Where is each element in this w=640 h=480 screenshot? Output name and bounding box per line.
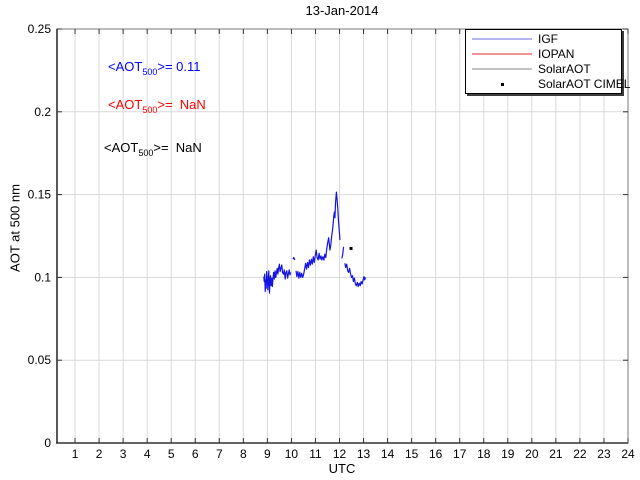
annotation-text: <AOT [104,140,139,155]
svg-text:19: 19 [501,447,515,461]
annotation-subscript: 500 [142,67,158,77]
svg-text:6: 6 [192,447,199,461]
legend-label: SolarAOT [538,62,591,77]
svg-text:0.2: 0.2 [34,105,51,119]
svg-text:8: 8 [240,447,247,461]
legend-item-solaraot-cimel: SolarAOT CIMEL [466,77,630,92]
annotation-value: >= NaN [153,140,202,155]
x-axis-label: UTC [328,461,356,476]
svg-text:15: 15 [405,447,419,461]
annotation-igf-mean: <AOT500>= 0.11 [108,59,201,77]
line-swatch-icon [472,68,532,71]
legend-item-iopan: IOPAN [466,46,621,61]
grid-lines [57,29,628,443]
legend-label: SolarAOT CIMEL [538,77,631,92]
svg-text:10: 10 [285,447,299,461]
annotation-iopan-mean: <AOT500>= NaN [108,97,206,115]
svg-text:20: 20 [525,447,539,461]
cimel-dot-marker-icon [466,82,538,86]
svg-text:4: 4 [144,447,151,461]
svg-text:7: 7 [216,447,223,461]
svg-text:2: 2 [96,447,103,461]
dot-swatch-icon [500,82,504,86]
annotation-subscript: 500 [142,105,158,115]
legend-item-solaraot: SolarAOT [466,62,621,77]
line-swatch-icon [472,52,532,55]
y-axis-label: AOT at 500 nm [7,184,23,272]
svg-text:5: 5 [168,447,175,461]
plot-frame [56,28,629,444]
svg-text:0: 0 [44,436,51,450]
svg-text:18: 18 [477,447,491,461]
annotation-text: <AOT [108,97,143,112]
annotation-subscript: 500 [138,148,154,158]
svg-text:21: 21 [549,447,563,461]
legend-item-igf: IGF [466,31,621,46]
svg-text:0.1: 0.1 [34,270,51,284]
svg-text:12: 12 [333,447,347,461]
annotation-value: >= NaN [157,97,206,112]
svg-text:22: 22 [573,447,587,461]
legend-label: IOPAN [538,46,575,61]
svg-text:17: 17 [453,447,467,461]
svg-text:14: 14 [381,447,395,461]
chart-title: 13-Jan-2014 [305,3,379,18]
svg-text:9: 9 [264,447,271,461]
line-swatch-icon [472,37,532,40]
svg-text:3: 3 [120,447,127,461]
svg-text:1: 1 [72,447,79,461]
svg-text:16: 16 [429,447,443,461]
svg-text:0.05: 0.05 [28,353,52,367]
igf-line-sample [466,37,538,40]
iopan-line-sample [466,52,538,55]
series-igf [263,191,367,294]
x-tick-labels: 1 2 3 4 5 6 7 8 9 10 11 12 13 14 15 16 17 18 19 20 21 22 23 24 [72,447,635,461]
series-solaraot-cimel [349,246,353,250]
svg-text:24: 24 [621,447,635,461]
legend: IGF IOPAN SolarAOT SolarAOT CIMEL [465,29,630,94]
annotation-value: >= 0.11 [157,59,201,74]
svg-text:0.15: 0.15 [28,188,52,202]
svg-text:0.25: 0.25 [28,22,52,36]
svg-text:11: 11 [309,447,322,461]
legend-label: IGF [538,31,558,46]
svg-text:13: 13 [357,447,371,461]
svg-text:23: 23 [597,447,611,461]
annotation-text: <AOT [108,59,143,74]
annotation-solaraot-mean: <AOT500>= NaN [104,140,202,158]
solaraot-line-sample [466,68,538,71]
y-tick-labels: 0 0.05 0.1 0.15 0.2 0.25 [28,22,52,450]
